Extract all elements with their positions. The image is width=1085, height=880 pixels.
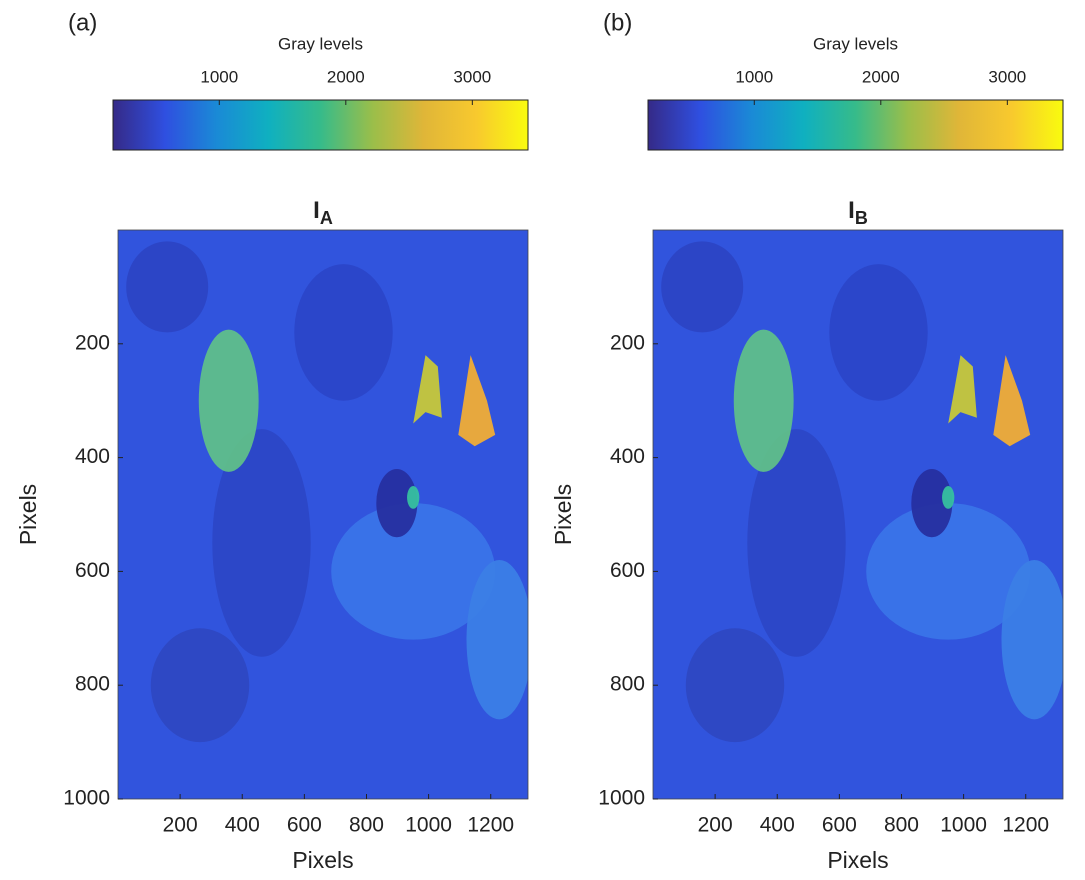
x-tick-label: 1200: [1002, 814, 1049, 837]
x-axis-label: Pixels: [292, 847, 353, 873]
colorbar-label: Gray levels: [278, 34, 363, 53]
x-tick-label: 200: [698, 814, 733, 837]
image-region: [407, 486, 420, 509]
x-tick-label: 1000: [940, 814, 987, 837]
colorbar-tick-label: 1000: [735, 67, 773, 86]
y-tick-label: 600: [75, 559, 110, 582]
image-region: [993, 355, 1031, 447]
x-tick-label: 800: [349, 814, 384, 837]
image-region: [1001, 560, 1063, 720]
colorbar-tick-label: 1000: [200, 67, 238, 86]
image-region: [126, 241, 209, 333]
x-tick-label: 400: [225, 814, 260, 837]
y-tick-label: 400: [75, 445, 110, 468]
y-tick-label: 400: [610, 445, 645, 468]
image-region: [866, 503, 1031, 640]
y-axis-label: Pixels: [15, 484, 41, 545]
chart-title: IB: [848, 197, 868, 227]
x-tick-label: 800: [884, 814, 919, 837]
y-tick-label: 800: [610, 673, 645, 696]
y-tick-label: 200: [75, 331, 110, 354]
panel: (b) Gray levels 1000 2000 3000 IB 200 400 600 800…: [550, 9, 1064, 873]
image-region: [294, 264, 393, 401]
colorbar: [112, 99, 529, 151]
title-subscript: A: [320, 208, 333, 228]
image-region: [661, 241, 744, 333]
x-axis-label: Pixels: [827, 847, 888, 873]
image: [118, 230, 528, 799]
colorbar-label: Gray levels: [813, 34, 898, 53]
image-region: [829, 264, 928, 401]
x-tick-label: 1000: [405, 814, 452, 837]
colorbar-tick-label: 2000: [862, 67, 900, 86]
y-axis-label: Pixels: [550, 484, 576, 545]
title-main: I: [848, 197, 855, 224]
image-region: [212, 429, 311, 657]
chart-title: IA: [313, 197, 333, 227]
colorbar: [647, 99, 1064, 151]
panel: (a) Gray levels 1000 2000 3000 IA 200 400 600 800…: [15, 9, 529, 873]
x-tick-label: 200: [163, 814, 198, 837]
image-region: [376, 468, 418, 538]
image-region: [747, 429, 846, 657]
colorbar-tick-label: 2000: [327, 67, 365, 86]
image-region: [331, 503, 496, 640]
image-region: [413, 355, 442, 424]
colorbar-tick-label: 3000: [453, 67, 491, 86]
axes-frame: [117, 229, 529, 800]
image: [653, 230, 1063, 799]
x-tick-label: 600: [287, 814, 322, 837]
y-tick-label: 200: [610, 331, 645, 354]
axes-frame: [652, 229, 1064, 800]
title-main: I: [313, 197, 320, 224]
image-region: [685, 628, 785, 743]
panel-label: (a): [68, 9, 97, 36]
x-tick-label: 600: [822, 814, 857, 837]
image-region: [466, 560, 528, 720]
image-region: [458, 355, 496, 447]
panel-label: (b): [603, 9, 632, 36]
image-region: [733, 329, 794, 472]
image-region: [948, 355, 977, 424]
x-tick-label: 1200: [467, 814, 514, 837]
image-region: [198, 329, 259, 472]
image-region: [942, 486, 955, 509]
y-tick-label: 800: [75, 673, 110, 696]
y-tick-label: 600: [610, 559, 645, 582]
x-tick-label: 400: [760, 814, 795, 837]
title-subscript: B: [855, 208, 868, 228]
y-tick-label: 1000: [63, 787, 110, 810]
image-region: [150, 628, 250, 743]
colorbar-tick-label: 3000: [988, 67, 1026, 86]
image-region: [911, 468, 953, 538]
y-tick-label: 1000: [598, 787, 645, 810]
